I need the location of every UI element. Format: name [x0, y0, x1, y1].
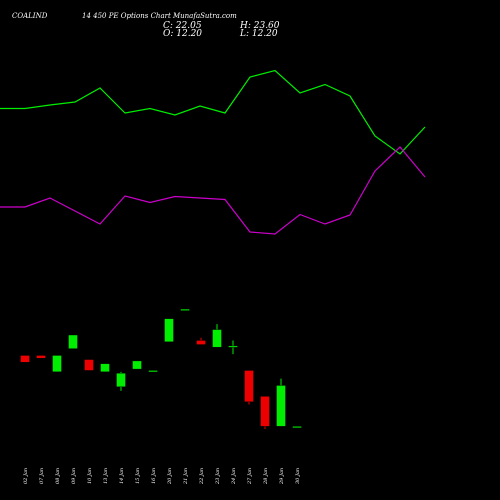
candle-body-1 — [36, 355, 46, 359]
candle-body-14 — [244, 370, 254, 403]
candle-body-10 — [180, 308, 190, 311]
x-tick-label-10: 21 Jan — [183, 468, 189, 485]
candle-body-16 — [276, 385, 286, 427]
x-tick-label-17: 30 Jan — [295, 468, 301, 484]
x-tick-label-14: 27 Jan — [247, 468, 253, 485]
x-tick-label-12: 23 Jan — [215, 468, 221, 485]
symbol-label: COALIND — [12, 12, 48, 20]
candle-body-3 — [68, 334, 78, 349]
x-tick-label-15: 28 Jan — [263, 468, 269, 485]
chart-subtitle: 14 450 PE Options Chart MunafaSutra.com — [82, 12, 237, 20]
series-line-1 — [0, 69, 426, 155]
candle-body-11 — [196, 340, 206, 345]
x-tick-label-11: 22 Jan — [199, 468, 205, 485]
candle-body-5 — [100, 363, 110, 373]
x-tick-label-0: 02 Jan — [23, 468, 29, 484]
candle-body-17 — [292, 426, 302, 429]
x-tick-label-16: 29 Jan — [279, 468, 285, 485]
candle-body-6 — [116, 372, 126, 388]
ohlc-high: H: 23.60 — [240, 21, 280, 31]
x-tick-label-7: 15 Jan — [135, 468, 141, 484]
candle-body-7 — [132, 360, 142, 370]
candle-body-0 — [20, 355, 30, 363]
candle-body-13 — [228, 345, 238, 348]
x-tick-label-1: 07 Jan — [39, 468, 45, 484]
candle-body-15 — [260, 396, 270, 427]
x-tick-label-9: 20 Jan — [167, 468, 173, 485]
candle-body-8 — [148, 370, 158, 373]
x-tick-label-8: 16 Jan — [151, 468, 157, 484]
ohlc-close: C: 22.05 — [163, 21, 202, 31]
candle-body-12 — [212, 329, 222, 348]
candle-body-9 — [164, 318, 174, 343]
x-tick-label-2: 08 Jan — [55, 468, 61, 484]
ohlc-low: L: 12.20 — [240, 29, 278, 39]
x-tick-label-5: 13 Jan — [103, 468, 109, 484]
x-tick-label-3: 09 Jan — [71, 468, 77, 484]
x-tick-label-4: 10 Jan — [87, 468, 93, 484]
ohlc-open: O: 12.20 — [163, 29, 203, 39]
series-line-2 — [0, 146, 426, 235]
candle-body-4 — [84, 359, 94, 371]
candle-body-2 — [52, 355, 62, 373]
x-tick-label-6: 14 Jan — [119, 468, 125, 484]
x-tick-label-13: 24 Jan — [231, 468, 237, 485]
